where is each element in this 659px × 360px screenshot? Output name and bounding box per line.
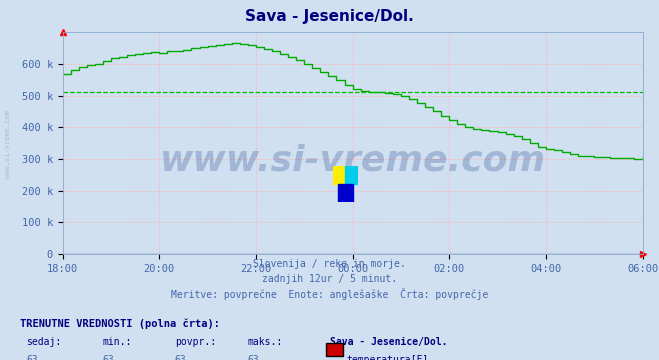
Text: sedaj:: sedaj: xyxy=(26,337,61,347)
Text: 63: 63 xyxy=(247,355,259,360)
Text: 63: 63 xyxy=(102,355,114,360)
Text: min.:: min.: xyxy=(102,337,132,347)
Text: www.si-vreme.com: www.si-vreme.com xyxy=(159,144,546,178)
Bar xyxy=(338,184,353,202)
Text: Meritve: povprečne  Enote: anglešaške  Črta: povprečje: Meritve: povprečne Enote: anglešaške Črt… xyxy=(171,288,488,300)
Text: zadnjih 12ur / 5 minut.: zadnjih 12ur / 5 minut. xyxy=(262,274,397,284)
Text: povpr.:: povpr.: xyxy=(175,337,215,347)
Text: temperatura[F]: temperatura[F] xyxy=(346,355,428,360)
Text: 63: 63 xyxy=(26,355,38,360)
Text: www.si-vreme.com: www.si-vreme.com xyxy=(5,110,11,178)
Text: 63: 63 xyxy=(175,355,186,360)
Bar xyxy=(345,166,358,184)
Text: maks.:: maks.: xyxy=(247,337,282,347)
Text: Sava - Jesenice/Dol.: Sava - Jesenice/Dol. xyxy=(330,337,447,347)
Text: Slovenija / reke in morje.: Slovenija / reke in morje. xyxy=(253,259,406,269)
Text: TRENUTNE VREDNOSTI (polna črta):: TRENUTNE VREDNOSTI (polna črta): xyxy=(20,319,219,329)
Bar xyxy=(333,166,345,184)
Text: Sava - Jesenice/Dol.: Sava - Jesenice/Dol. xyxy=(245,9,414,24)
